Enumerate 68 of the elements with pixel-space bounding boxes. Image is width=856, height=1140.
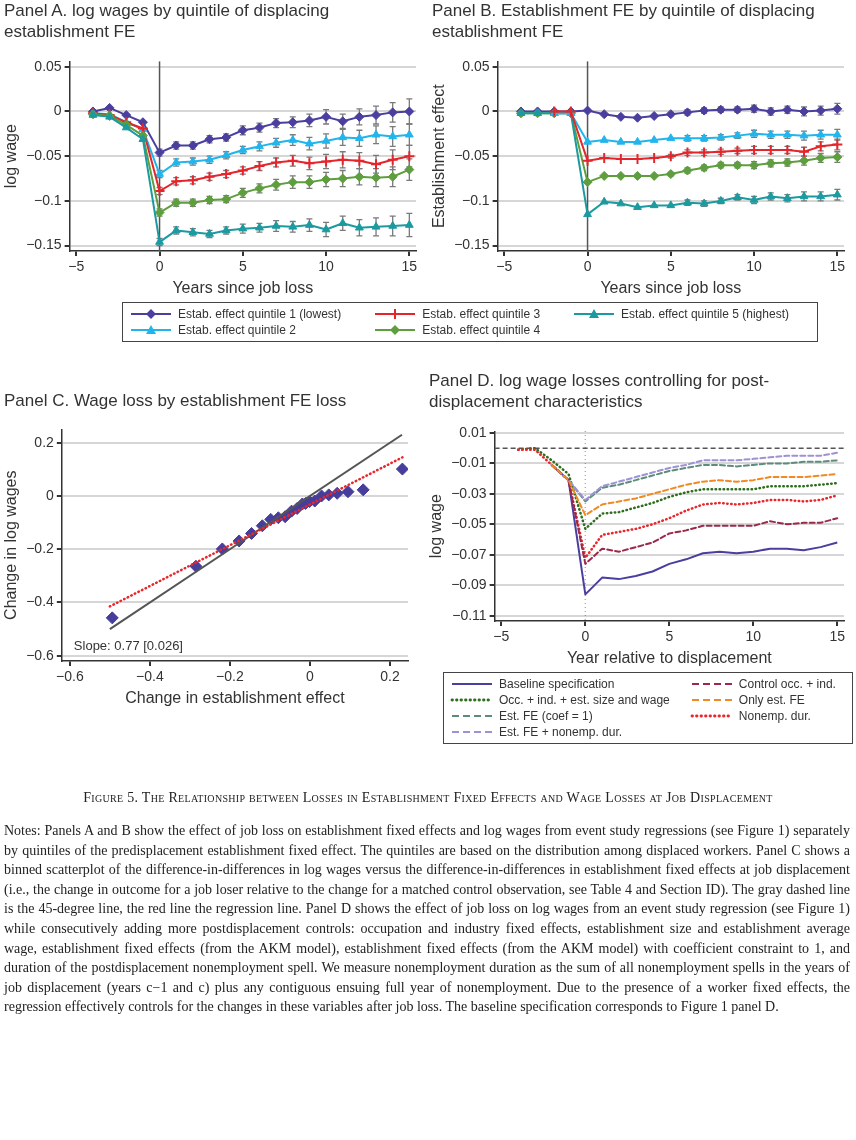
chart-title: Panel A. log wages by quintile of displacing establishment FE <box>4 0 331 43</box>
legend-label: Estab. effect quintile 4 <box>422 323 541 337</box>
legend-label: Baseline specification <box>499 677 615 691</box>
x-tick-label: −0.2 <box>216 668 244 685</box>
y-axis-title: Establishment effect <box>430 83 448 229</box>
y-tick-label: 0 <box>481 102 490 119</box>
x-tick-label: 5 <box>666 258 675 275</box>
annotation: Slope: 0.77 [0.026] <box>73 638 183 654</box>
x-tick-label: 10 <box>746 258 763 275</box>
x-tick-label: −5 <box>68 258 85 275</box>
y-tick-label: −0.6 <box>26 646 55 663</box>
y-tick-label: −0.2 <box>26 540 55 557</box>
x-tick-label: −5 <box>496 258 513 275</box>
legend-label: Estab. effect quintile 2 <box>178 323 296 337</box>
x-tick-label: −0.4 <box>136 668 164 685</box>
y-tick-label: 0 <box>53 102 62 119</box>
legend-label: Estab. effect quintile 5 (highest) <box>621 307 789 321</box>
x-axis-title: Years since job loss <box>172 278 314 296</box>
y-tick-label: −0.09 <box>451 576 487 593</box>
y-axis-title: log wage <box>427 494 445 559</box>
x-tick-label: 10 <box>745 628 762 645</box>
y-tick-label: −0.07 <box>451 545 487 562</box>
legend-label: Estab. effect quintile 3 <box>422 307 541 321</box>
legend-label: Estab. effect quintile 1 (lowest) <box>178 307 342 321</box>
text: Figure 5. The Relationship between Losses in Establishment Fixed Effects and Wage Losses at Job Displacement <box>82 789 774 807</box>
legend-label: Est. FE + nonemp. dur. <box>499 725 623 739</box>
y-tick-label: −0.11 <box>452 606 487 623</box>
y-tick-label: −0.4 <box>26 593 55 610</box>
legend-label: Control occ. + ind. <box>738 677 836 691</box>
x-tick-label: 0 <box>581 628 590 645</box>
y-tick-label: −0.01 <box>451 454 487 471</box>
x-tick-label: 10 <box>318 258 335 275</box>
y-tick-label: 0 <box>46 486 55 503</box>
chart-title: Panel B. Establishment FE by quintile of displacing establishment FE <box>432 0 816 43</box>
y-tick-label: −0.1 <box>33 191 62 208</box>
y-axis-title: log wage <box>2 124 20 189</box>
x-tick-label: 0 <box>306 668 315 685</box>
x-tick-label: 15 <box>829 628 846 645</box>
y-tick-label: 0.01 <box>459 423 487 440</box>
y-tick-label: 0.05 <box>462 57 490 74</box>
y-tick-label: −0.15 <box>454 236 490 253</box>
x-tick-label: 0 <box>155 258 164 275</box>
chart-title: Panel D. log wage losses controlling for post-displacement characteristics <box>429 370 771 413</box>
chart-title: Panel C. Wage loss by establishment FE loss <box>4 390 348 412</box>
x-axis-title: Year relative to displacement <box>566 648 773 666</box>
x-tick-label: 5 <box>665 628 674 645</box>
x-axis-title: Years since job loss <box>600 278 742 296</box>
text: Notes: Panels A and B show the effect of job loss on establishment fixed effects and log wages from event study regressions (see Figure 1) separately by quintiles of the predisplacement establishment fixed effect. The quintiles are based on the distribution among displaced workers. Panel C shows a binned scatterplot of the difference-in-differences in log wages versus the difference-in-differences in establishment fixed effects at job displacement (i.e., the change in outcome for a job loser relative to the change for a matched control observation, see Table 4 and Section ID). The gray dashed line is the 45-degree line, the red line the regression line. Panel D shows the effect of job loss on log wages from an event study regression (see Figure 1) while consecutively adding more postdisplacement controls: occupation and industry fixed effects, establishment size and establishment average wage, establishment fixed effects (from the AKM model), establishment fixed effects (from the AKM model) with coefficient constraint to 1, and duration of the postdisplacement nonemployment spell. We measure nonemployment duration as the sum of all nonemployment spells in the years of job displacement (years c−1 and c) plus any contiguous ensuing full year of nonemployment. Due to the presence of a worker fixed effects, the regression effectively controls for the changes in these variables after job loss. The baseline specification corresponds to Figure 1 panel D. <box>4 823 850 1015</box>
y-tick-label: −0.05 <box>26 147 62 164</box>
legend-label: Occ. + ind. + est. size and wage <box>499 693 670 707</box>
x-tick-label: 0.2 <box>380 668 400 685</box>
y-tick-label: 0.05 <box>34 57 62 74</box>
x-tick-label: −5 <box>493 628 510 645</box>
x-axis-title: Change in establishment effect <box>125 688 346 706</box>
legend-label: Only est. FE <box>738 693 805 707</box>
x-tick-label: 5 <box>238 258 247 275</box>
y-tick-label: −0.15 <box>26 236 62 253</box>
legend-label: Est. FE (coef = 1) <box>499 709 593 723</box>
y-tick-label: −0.05 <box>451 515 487 532</box>
y-tick-label: −0.03 <box>451 484 487 501</box>
x-tick-label: 0 <box>583 258 592 275</box>
y-tick-label: −0.1 <box>461 191 490 208</box>
y-axis-title: Change in log wages <box>2 470 20 620</box>
x-tick-label: 15 <box>829 258 846 275</box>
legend-label: Nonemp. dur. <box>738 709 811 723</box>
y-tick-label: 0.2 <box>34 433 55 450</box>
x-tick-label: 15 <box>401 258 418 275</box>
y-tick-label: −0.05 <box>454 147 490 164</box>
